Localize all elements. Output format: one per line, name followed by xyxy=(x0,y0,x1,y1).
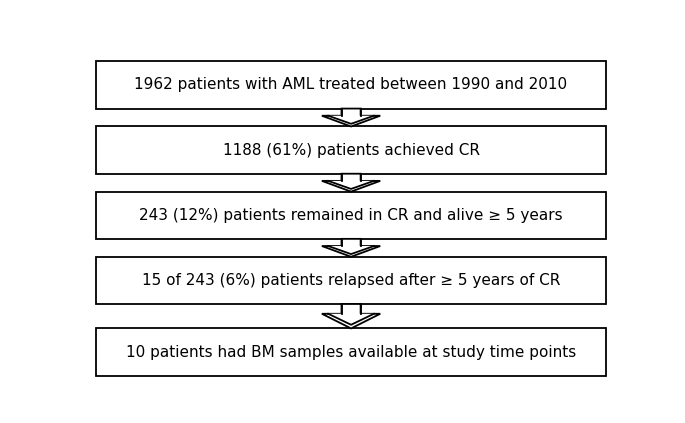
Polygon shape xyxy=(328,116,374,124)
Text: 15 of 243 (6%) patients relapsed after ≥ 5 years of CR: 15 of 243 (6%) patients relapsed after ≥… xyxy=(142,273,560,288)
Polygon shape xyxy=(322,109,380,126)
Polygon shape xyxy=(322,239,380,257)
Polygon shape xyxy=(328,314,374,325)
Bar xyxy=(96,257,606,304)
Bar xyxy=(96,61,606,109)
Polygon shape xyxy=(322,304,380,328)
Polygon shape xyxy=(328,246,374,254)
Polygon shape xyxy=(322,174,380,192)
Text: 10 patients had BM samples available at study time points: 10 patients had BM samples available at … xyxy=(126,345,576,360)
Bar xyxy=(96,328,606,376)
Bar xyxy=(96,192,606,239)
Text: 1188 (61%) patients achieved CR: 1188 (61%) patients achieved CR xyxy=(223,143,479,158)
Bar xyxy=(96,126,606,174)
Polygon shape xyxy=(328,181,374,189)
Text: 243 (12%) patients remained in CR and alive ≥ 5 years: 243 (12%) patients remained in CR and al… xyxy=(139,208,563,223)
Text: 1962 patients with AML treated between 1990 and 2010: 1962 patients with AML treated between 1… xyxy=(134,77,568,93)
